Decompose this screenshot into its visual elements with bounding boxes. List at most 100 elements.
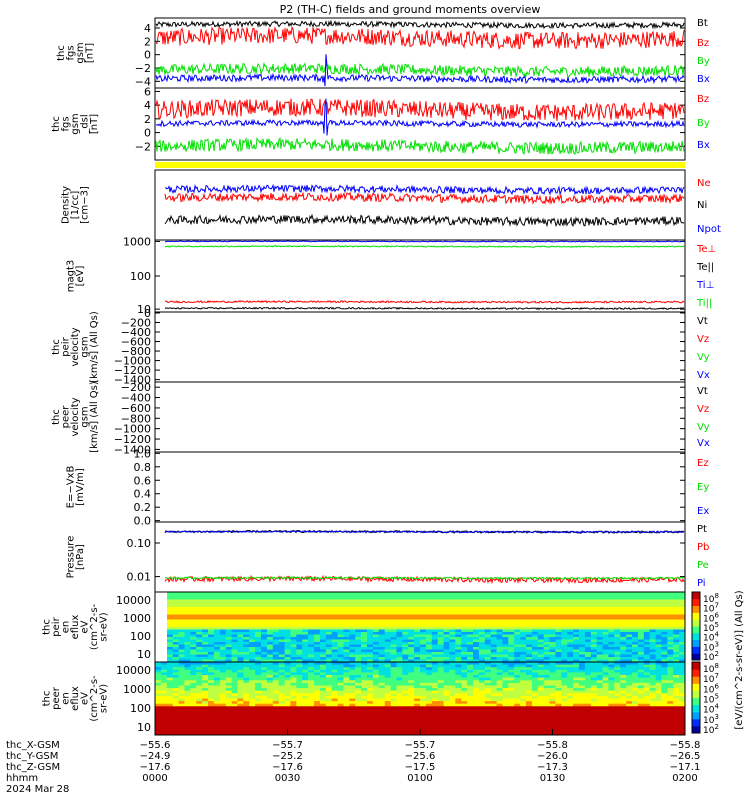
ylabel-line: peer bbox=[61, 405, 72, 429]
spec-cell bbox=[337, 711, 344, 715]
spec-cell bbox=[579, 649, 586, 653]
spec-cell bbox=[626, 659, 633, 663]
spec-cell bbox=[302, 672, 309, 676]
spec-cell bbox=[537, 629, 545, 633]
spec-cell bbox=[455, 634, 462, 638]
spec-cell bbox=[655, 637, 662, 640]
spec-cell bbox=[602, 599, 609, 603]
spec-cell bbox=[166, 592, 174, 595]
spec-cell bbox=[573, 706, 580, 710]
spec-cell bbox=[484, 647, 492, 650]
spec-cell bbox=[467, 680, 474, 684]
spec-cell bbox=[437, 609, 445, 613]
spec-cell bbox=[196, 724, 203, 728]
spec-cell bbox=[443, 594, 450, 598]
spec-cell bbox=[473, 642, 480, 645]
spec-cell bbox=[372, 701, 380, 705]
spec-cell bbox=[467, 716, 474, 720]
spec-cell bbox=[290, 701, 297, 705]
spec-cell bbox=[361, 662, 368, 666]
spec-cell bbox=[414, 617, 421, 620]
spec-cell bbox=[372, 647, 380, 650]
spec-cell bbox=[390, 652, 397, 655]
spec-cell bbox=[620, 698, 627, 702]
spec-cell bbox=[573, 642, 580, 645]
spec-cell bbox=[590, 614, 598, 618]
spec-cell bbox=[596, 680, 604, 684]
spec-cell bbox=[661, 639, 668, 643]
spec-cell bbox=[655, 659, 662, 663]
spec-cell bbox=[266, 632, 274, 635]
spec-cell bbox=[655, 604, 662, 608]
spec-cell bbox=[390, 677, 397, 681]
spec-cell bbox=[443, 664, 450, 668]
spec-cell bbox=[555, 714, 562, 718]
spec-cell bbox=[184, 716, 191, 720]
spec-cell bbox=[372, 706, 380, 710]
spec-cell bbox=[314, 722, 321, 726]
spec-cell bbox=[349, 682, 356, 686]
legend-fgm-By: By bbox=[697, 118, 710, 129]
spec-cell bbox=[408, 622, 415, 625]
spec-cell bbox=[225, 695, 233, 699]
spec-cell bbox=[319, 719, 327, 723]
spec-cell bbox=[526, 597, 533, 600]
spec-cell bbox=[266, 597, 274, 600]
spec-cell bbox=[461, 695, 468, 699]
spec-cell bbox=[443, 693, 450, 697]
colorbar-cell bbox=[692, 592, 700, 600]
spec-cell bbox=[302, 682, 309, 686]
spec-cell bbox=[508, 675, 515, 679]
spec-cell bbox=[608, 714, 615, 718]
spec-cell bbox=[573, 685, 580, 689]
spec-cell bbox=[272, 698, 280, 702]
spec-cell bbox=[243, 675, 250, 679]
spec-cell bbox=[190, 654, 197, 658]
spec-cell bbox=[231, 719, 238, 723]
spec-cell bbox=[420, 706, 427, 710]
spec-cell bbox=[478, 695, 486, 699]
spec-cell bbox=[231, 614, 238, 618]
spec-cell bbox=[637, 607, 645, 610]
spec-cell bbox=[667, 711, 674, 715]
spec-cell bbox=[202, 698, 209, 702]
spec-cell bbox=[396, 597, 403, 600]
spec-cell bbox=[596, 716, 604, 720]
spec-cell bbox=[402, 701, 409, 705]
spec-cell bbox=[555, 662, 562, 666]
spec-cell bbox=[414, 647, 421, 650]
spec-cell bbox=[467, 682, 474, 686]
spec-cell bbox=[337, 682, 344, 686]
spec-cell bbox=[602, 714, 609, 718]
spec-cell bbox=[290, 695, 297, 699]
spec-cell bbox=[584, 634, 592, 638]
spec-cell bbox=[367, 639, 374, 643]
spec-cell bbox=[290, 659, 297, 663]
spec-cell bbox=[408, 597, 415, 600]
spec-cell bbox=[290, 642, 297, 645]
spec-cell bbox=[261, 614, 268, 618]
spec-cell bbox=[166, 624, 174, 628]
spec-cell bbox=[496, 604, 503, 608]
spec-cell bbox=[278, 642, 286, 645]
spec-cell bbox=[643, 612, 651, 615]
spec-cell bbox=[231, 675, 238, 679]
spec-cell bbox=[390, 688, 397, 692]
spec-cell bbox=[643, 708, 651, 712]
spec-cell bbox=[484, 695, 492, 699]
spec-cell bbox=[190, 695, 197, 699]
spec-cell bbox=[443, 622, 450, 625]
spec-cell bbox=[478, 685, 486, 689]
spec-cell bbox=[361, 688, 368, 692]
spec-cell bbox=[455, 690, 462, 694]
spec-cell bbox=[367, 632, 374, 635]
spec-cell bbox=[649, 599, 657, 603]
spec-cell bbox=[196, 669, 203, 673]
spec-cell bbox=[331, 639, 339, 643]
spec-cell bbox=[308, 680, 315, 684]
spec-cell bbox=[196, 722, 203, 726]
spec-cell bbox=[343, 690, 350, 694]
spec-cell bbox=[172, 698, 180, 702]
spec-cell bbox=[632, 594, 639, 598]
spec-cell bbox=[196, 654, 203, 658]
